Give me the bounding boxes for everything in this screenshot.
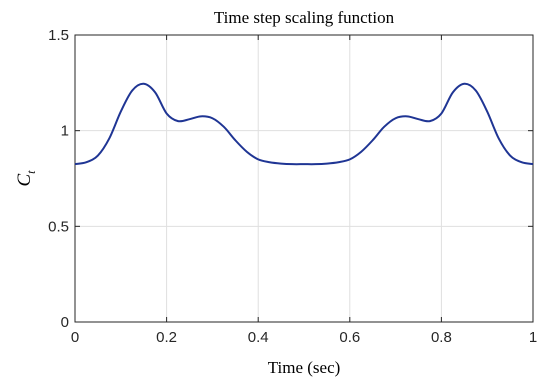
- series-line: [74, 82, 534, 166]
- y-tick-label: 1: [61, 123, 69, 140]
- axis-ticks: [74, 34, 534, 323]
- y-tick-label: 1.5: [48, 27, 69, 44]
- x-tick-label: 0.8: [431, 329, 452, 346]
- y-tick-label: 0.5: [48, 218, 69, 235]
- y-axis-label-main: C: [14, 174, 35, 187]
- x-tick-label: 0.6: [339, 329, 360, 346]
- y-axis-label-subscript: t: [24, 170, 38, 174]
- x-tick-label: 1: [529, 329, 537, 346]
- y-axis-label: Ct: [14, 170, 38, 187]
- x-tick-label: 0.4: [248, 329, 269, 346]
- y-tick-label: 0: [61, 314, 69, 331]
- plot-frame: [74, 34, 534, 323]
- x-tick-label: 0: [71, 329, 79, 346]
- x-tick-label: 0.2: [156, 329, 177, 346]
- chart-title: Time step scaling function: [214, 8, 395, 27]
- grid-lines: [75, 35, 533, 322]
- x-axis-label: Time (sec): [268, 358, 341, 377]
